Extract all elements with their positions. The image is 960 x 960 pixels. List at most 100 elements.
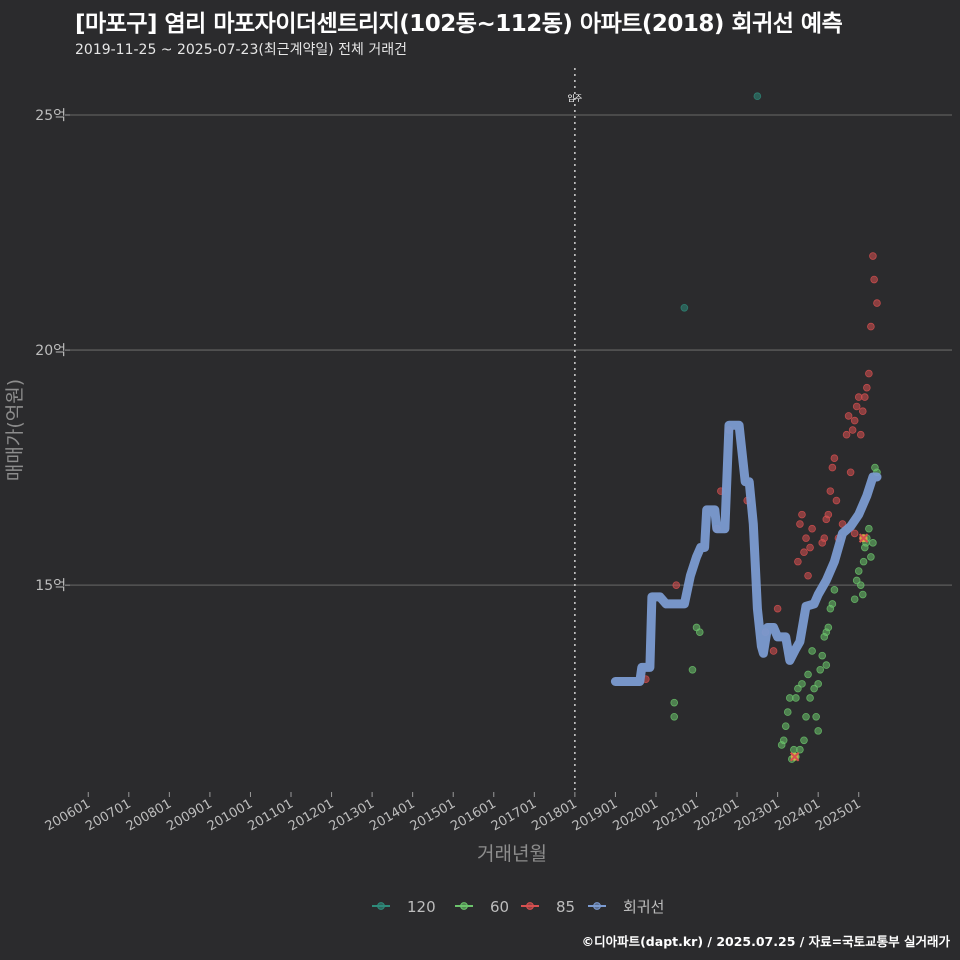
x-tick-label: 201501 [408,796,458,834]
point-60 [828,600,837,608]
point-85 [863,383,871,392]
x-tick-label: 201601 [448,796,498,834]
point-120 [680,303,689,312]
point-60 [865,524,873,533]
y-axis-title: 매매가(억원) [4,379,26,481]
point-85 [798,510,806,519]
x-tick-label: 201301 [327,796,377,834]
legend-key-dot [593,902,601,910]
point-85 [867,322,875,331]
x-tick-label: 201201 [286,796,336,834]
point-85 [852,402,861,411]
point-60 [798,680,806,688]
annotations: 입주 [568,68,583,792]
x-tick-label: 202501 [813,796,863,834]
chart-title: [마포구] 염리 마포자이더센트리지(102동~112동) 아파트(2018) … [75,11,843,37]
point-85 [850,416,859,425]
point-85 [832,496,841,505]
legend: 120 60 85 회귀선 [372,898,664,916]
point-85 [838,520,847,528]
x-tick-label: 201801 [529,796,579,834]
point-85 [865,369,873,378]
point-60 [858,590,867,599]
point-60 [806,694,814,702]
point-85 [773,604,782,613]
point-85 [842,430,851,439]
grid-lines [70,114,952,586]
y-tick-label: 15억 [35,578,66,594]
point-85 [830,454,839,463]
legend-label: 85 [556,898,575,916]
point-60 [859,557,868,566]
point-60 [852,576,861,585]
point-85 [806,543,814,552]
point-60 [822,661,831,669]
point-60 [688,665,697,674]
point-60 [783,708,792,716]
legend-key-dot [460,902,468,910]
movein-label: 입주 [568,94,583,103]
highlight-x [858,533,869,543]
point-60 [794,684,802,693]
point-85 [826,487,835,495]
x-tick-label: 201901 [570,796,620,834]
y-tick-label: 20억 [35,343,66,359]
point-60 [800,736,808,745]
x-tick-label: 201001 [205,796,255,834]
point-60 [818,651,827,660]
point-85 [769,647,778,655]
point-85 [820,534,829,542]
point-60 [695,628,704,636]
point-60 [779,736,788,745]
point-60 [812,712,820,721]
y-tick-label: 25억 [35,108,66,124]
point-60 [850,595,859,604]
legend-label: 회귀선 [623,898,664,916]
point-85 [861,393,869,401]
point-85 [824,510,833,519]
footer-credit: ©디아파트(dapt.kr) / 2025.07.25 / 자료=국토교통부 실… [581,934,950,949]
x-tick-label: 202001 [610,796,660,834]
point-85 [672,581,681,589]
point-85 [794,557,802,566]
point-85 [804,571,812,580]
point-85 [856,430,865,439]
point-120 [753,92,762,101]
point-60 [854,567,863,575]
point-85 [844,412,853,420]
highlight-markers [789,533,869,762]
point-85 [873,299,881,307]
x-tick-label: 201401 [367,796,417,834]
legend-key-dot [526,902,534,910]
point-85 [800,548,808,557]
regression-path [610,420,882,686]
point-60 [869,539,877,547]
point-60 [781,722,790,730]
x-tick-label: 200901 [164,796,214,834]
point-85 [808,524,816,533]
point-60 [824,623,833,632]
point-85 [846,468,855,477]
point-60 [670,698,679,707]
point-60 [867,553,875,561]
point-60 [814,727,822,735]
legend-key-dot [377,902,385,910]
point-60 [856,581,865,589]
x-tick-label: 200801 [124,796,174,834]
point-60 [796,745,804,754]
y-axis: 15억 20억 25억 [35,108,70,594]
x-tick-label: 202301 [732,796,782,834]
point-60 [802,712,810,721]
point-60 [810,684,818,693]
legend-label: 60 [490,898,509,916]
point-60 [830,586,839,594]
point-60 [804,670,812,679]
point-60 [808,647,816,655]
point-85 [828,463,837,472]
point-85 [796,520,804,528]
x-tick-label: 200701 [83,796,133,834]
point-85 [869,252,877,260]
point-60 [670,712,679,721]
point-85 [870,275,878,284]
